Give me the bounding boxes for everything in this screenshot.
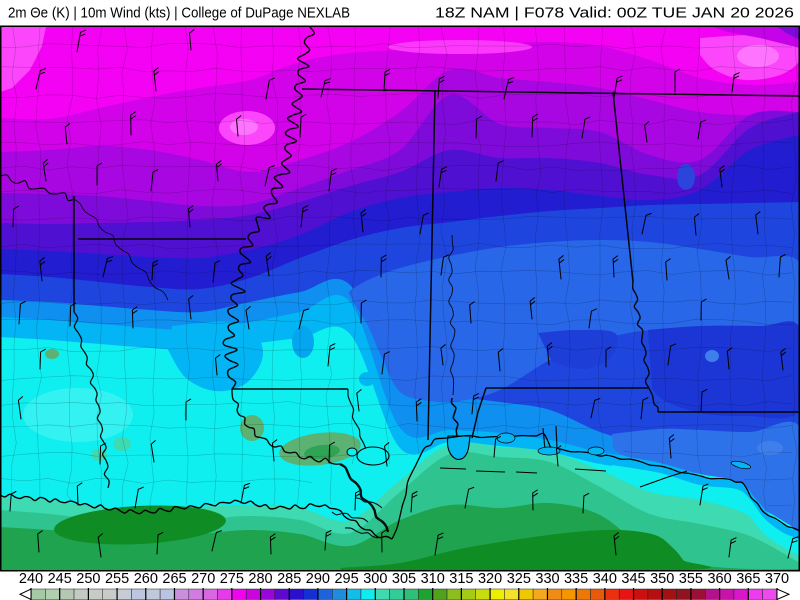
svg-text:255: 255	[105, 571, 129, 587]
svg-text:325: 325	[507, 571, 531, 587]
svg-text:305: 305	[392, 571, 416, 587]
svg-text:2m Θe (K) | 10m Wind (kts) | C: 2m Θe (K) | 10m Wind (kts) | College of …	[8, 5, 350, 22]
svg-text:250: 250	[76, 571, 100, 587]
svg-text:345: 345	[621, 571, 645, 587]
svg-text:240: 240	[19, 571, 43, 587]
svg-text:275: 275	[220, 571, 244, 587]
svg-text:295: 295	[334, 571, 358, 587]
svg-text:355: 355	[679, 571, 703, 587]
svg-text:350: 350	[650, 571, 674, 587]
svg-text:245: 245	[48, 571, 72, 587]
svg-text:270: 270	[191, 571, 215, 587]
svg-text:335: 335	[564, 571, 588, 587]
svg-text:310: 310	[421, 571, 445, 587]
svg-text:290: 290	[306, 571, 330, 587]
svg-text:330: 330	[535, 571, 559, 587]
svg-text:315: 315	[449, 571, 473, 587]
svg-text:265: 265	[162, 571, 186, 587]
svg-text:260: 260	[134, 571, 158, 587]
svg-text:18Z NAM | F078 Valid: 00Z TUE: 18Z NAM | F078 Valid: 00Z TUE JAN 20 202…	[435, 5, 794, 22]
svg-text:300: 300	[363, 571, 387, 587]
svg-text:280: 280	[248, 571, 272, 587]
svg-text:360: 360	[707, 571, 731, 587]
svg-text:320: 320	[478, 571, 502, 587]
svg-text:285: 285	[277, 571, 301, 587]
svg-text:365: 365	[736, 571, 760, 587]
svg-text:340: 340	[593, 571, 617, 587]
svg-text:370: 370	[765, 571, 789, 587]
